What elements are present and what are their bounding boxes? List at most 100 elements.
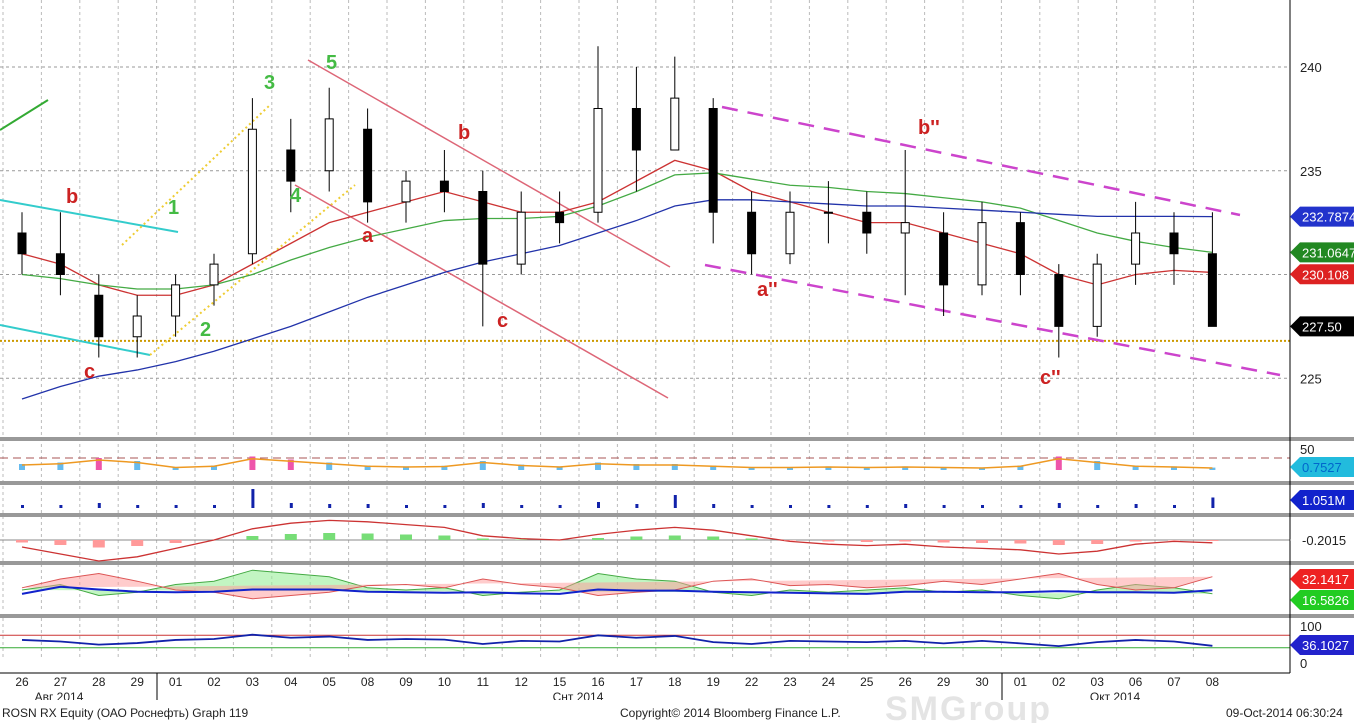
footer-security: ROSN RX Equity (ОАО Роснефть) Graph 119 bbox=[2, 706, 249, 720]
x-tick-label: 18 bbox=[668, 675, 682, 689]
candle bbox=[209, 263, 219, 286]
candles bbox=[17, 46, 1217, 358]
volume-bar bbox=[904, 504, 908, 508]
oscillator-bar bbox=[1209, 467, 1216, 470]
adx-line bbox=[21, 585, 1213, 595]
volume-bar bbox=[174, 505, 178, 508]
x-tick-label: 30 bbox=[975, 675, 989, 689]
trendlines bbox=[0, 59, 1281, 399]
rsi-line bbox=[21, 633, 1213, 648]
x-tick-label: 10 bbox=[438, 675, 452, 689]
macd-histogram-bar bbox=[707, 536, 720, 540]
wave-label-a: a bbox=[362, 225, 374, 247]
macd-histogram-bar bbox=[745, 538, 758, 540]
x-tick-label: 27 bbox=[54, 675, 68, 689]
candle bbox=[1092, 263, 1102, 327]
oscillator-line bbox=[21, 457, 1213, 469]
volume-bar bbox=[1134, 504, 1138, 508]
macd-histogram-bar bbox=[668, 535, 681, 540]
volume-bar bbox=[1096, 505, 1100, 508]
oscillator-bar bbox=[1055, 456, 1062, 470]
candle bbox=[478, 191, 488, 265]
volume-bar bbox=[366, 504, 370, 508]
month-label: Окт 2014 bbox=[1090, 690, 1141, 700]
candle bbox=[1015, 222, 1025, 275]
volume-bar bbox=[1211, 497, 1215, 508]
tag-ma-red bbox=[1290, 264, 1354, 285]
oscillator-bar bbox=[1094, 461, 1101, 470]
x-tick-label: 19 bbox=[707, 675, 721, 689]
candle bbox=[286, 149, 296, 182]
y-tick-label: 225 bbox=[1300, 371, 1322, 386]
tag-price-label: 227.50 bbox=[1302, 319, 1342, 334]
candle bbox=[247, 128, 257, 255]
ma-blue-line bbox=[21, 199, 1213, 400]
macd-histogram-bar bbox=[1091, 540, 1104, 544]
x-tick-label: 22 bbox=[745, 675, 759, 689]
volume-bar bbox=[136, 505, 140, 508]
oscillator-bar bbox=[57, 462, 64, 470]
macd-histogram-bar bbox=[1014, 540, 1027, 544]
volume-bar bbox=[1057, 503, 1061, 508]
volume-bar bbox=[981, 505, 984, 508]
tag-ma-blue bbox=[1290, 206, 1354, 227]
channel-yellow-lower bbox=[149, 184, 356, 356]
oscillator-bar bbox=[479, 461, 486, 470]
wave-label-4: 4 bbox=[290, 185, 302, 207]
tag-ma-green-label: 231.0647 bbox=[1302, 245, 1354, 260]
macd-histogram-bar bbox=[323, 533, 336, 540]
tag-volume-label: 1.051M bbox=[1302, 493, 1345, 508]
candle bbox=[555, 211, 565, 224]
x-tick-label: 03 bbox=[1091, 675, 1105, 689]
oscillator-bar bbox=[825, 466, 832, 470]
macd-histogram-bar bbox=[1129, 540, 1142, 542]
volume-bar bbox=[59, 505, 63, 508]
x-tick-label: 09 bbox=[399, 675, 413, 689]
panel-separator bbox=[0, 513, 1354, 517]
oscillator-bar bbox=[1017, 465, 1024, 470]
candle bbox=[670, 97, 680, 151]
volume-bar bbox=[1019, 505, 1023, 508]
oscillator-bar bbox=[595, 462, 601, 470]
oscillator-bar bbox=[710, 465, 717, 470]
candle bbox=[55, 253, 65, 275]
tag-volume bbox=[1290, 490, 1354, 510]
oscillator-bar bbox=[403, 466, 409, 470]
tag-ma-red-label: 230.108 bbox=[1302, 267, 1349, 282]
oscillator-bar bbox=[211, 465, 217, 470]
candle bbox=[171, 284, 181, 317]
indicator-panels: 50 100 0 bbox=[0, 437, 1354, 671]
volume-bar bbox=[712, 504, 716, 508]
wave-label-b: b bbox=[66, 186, 78, 208]
macd-histogram-bar bbox=[630, 536, 643, 540]
x-tick-label: 29 bbox=[131, 675, 145, 689]
candle bbox=[94, 294, 104, 338]
tag-rsi bbox=[1290, 635, 1354, 655]
candle bbox=[1054, 274, 1064, 327]
footer-copyright: Copyright© 2014 Bloomberg Finance L.P. bbox=[620, 706, 841, 720]
x-tick-label: 29 bbox=[937, 675, 951, 689]
macd-histogram-bar bbox=[1052, 540, 1065, 545]
x-tick-label: 23 bbox=[783, 675, 797, 689]
volume-bar bbox=[289, 503, 293, 508]
macd-histogram-bar bbox=[54, 540, 67, 545]
x-tick-label: 02 bbox=[207, 675, 221, 689]
wave-label-c: c bbox=[497, 310, 508, 332]
volume-bar bbox=[750, 505, 754, 508]
macd-histogram-bar bbox=[476, 538, 489, 540]
macd-histogram-bar bbox=[1168, 540, 1180, 541]
ma-green-line bbox=[21, 172, 1213, 290]
channel-yellow-upper bbox=[121, 104, 271, 246]
x-tick-label: 28 bbox=[92, 675, 106, 689]
dmi-minus-area bbox=[21, 572, 1213, 600]
trendline-magenta-upper bbox=[721, 105, 1241, 217]
oscillator-bar bbox=[19, 464, 25, 470]
wave-label-b: b bbox=[458, 122, 470, 144]
oscillator-bar bbox=[441, 465, 448, 470]
x-tick-label: 12 bbox=[515, 675, 529, 689]
oscillator-bar bbox=[979, 467, 985, 470]
oscillator-bar bbox=[1132, 465, 1139, 470]
candle bbox=[785, 211, 795, 255]
panel-separator bbox=[0, 437, 1354, 441]
panel1-tick: 50 bbox=[1300, 442, 1314, 457]
